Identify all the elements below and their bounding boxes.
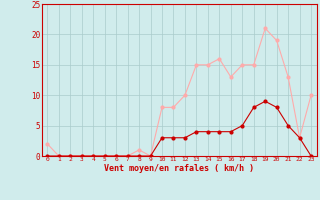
X-axis label: Vent moyen/en rafales ( km/h ): Vent moyen/en rafales ( km/h ) <box>104 164 254 173</box>
